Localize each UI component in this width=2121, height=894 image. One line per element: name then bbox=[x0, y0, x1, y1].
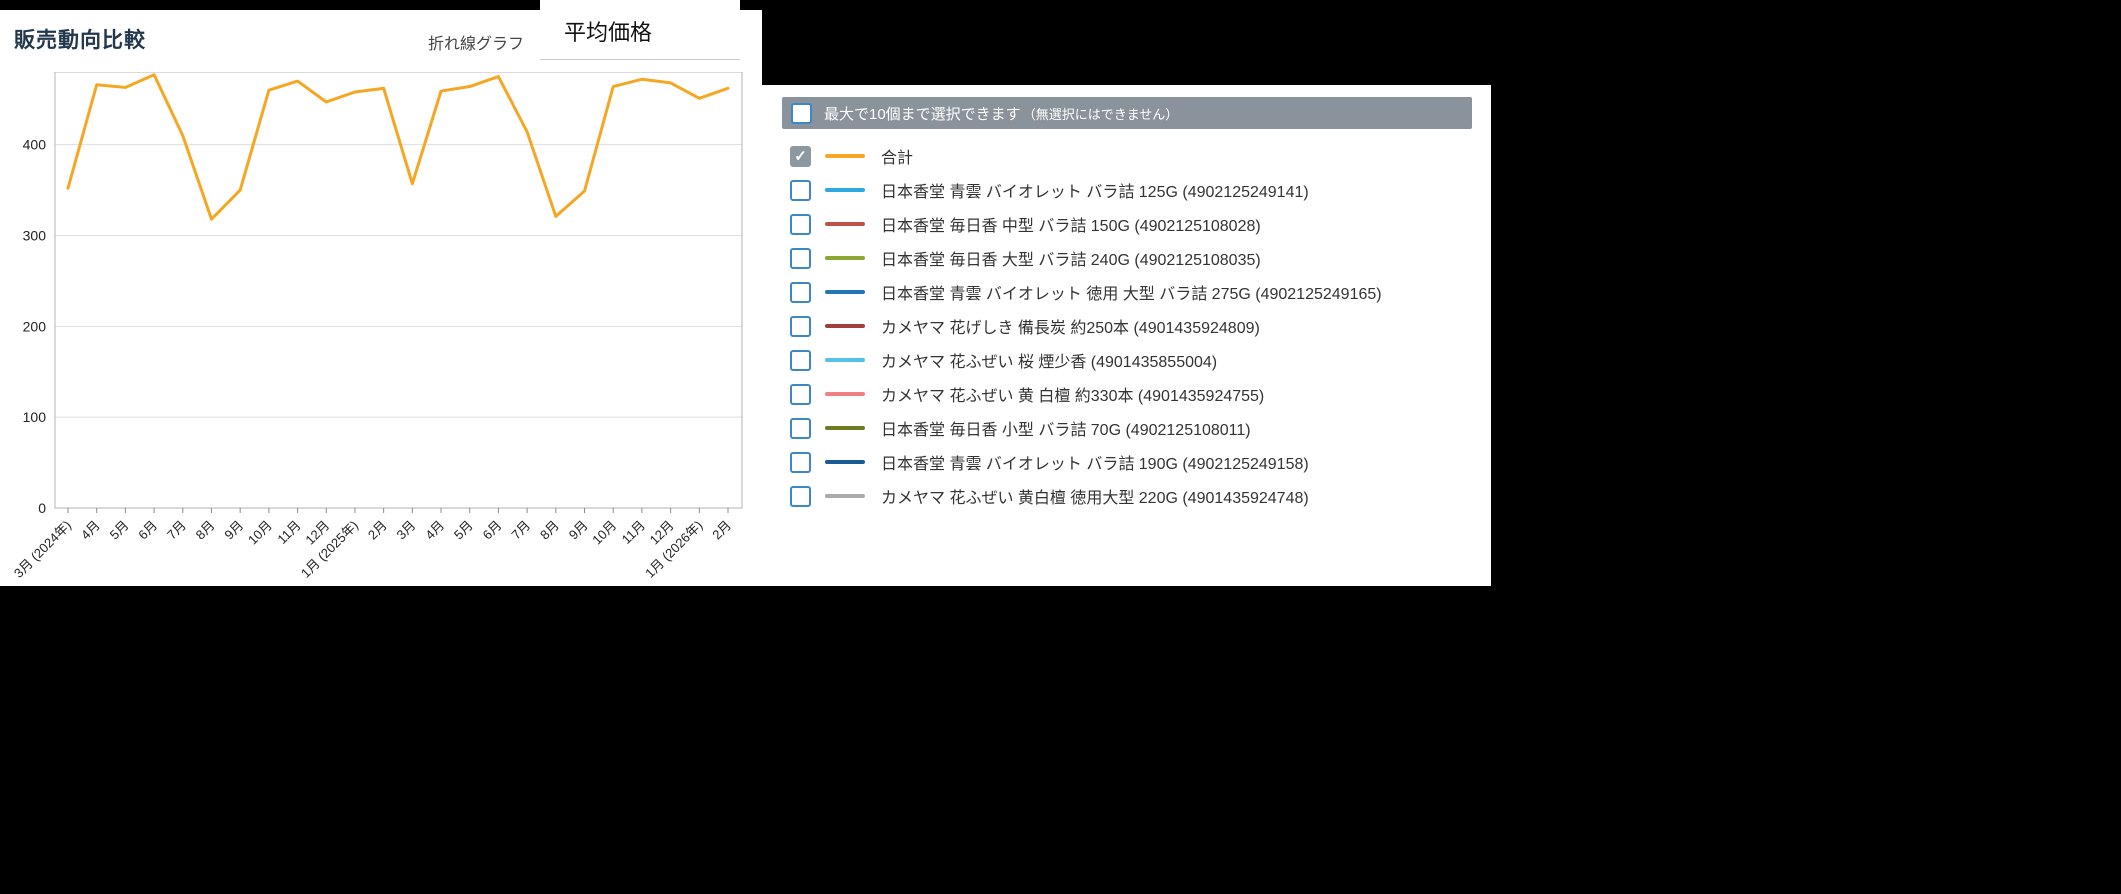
legend-label: 日本香堂 青雲 バイオレット 徳用 大型 バラ詰 275G (490212524… bbox=[881, 286, 1382, 303]
page-title: 販売動向比較 bbox=[14, 29, 146, 52]
series-line-swatch bbox=[825, 188, 865, 192]
selection-notice: 最大で10個まで選択できます （無選択にはできません） bbox=[824, 103, 1178, 124]
series-line-swatch bbox=[825, 324, 865, 328]
legend-item[interactable]: ✓ カメヤマ 花ふぜい 黄白檀 徳用大型 220G (4901435924748… bbox=[762, 479, 1491, 513]
legend-item[interactable]: ✓ 日本香堂 毎日香 大型 バラ詰 240G (4902125108035) bbox=[762, 241, 1491, 275]
x-tick-label: 5月 bbox=[107, 518, 132, 543]
legend-checkbox[interactable]: ✓ bbox=[790, 247, 811, 269]
metric-dropdown[interactable]: 平均価格 bbox=[540, 0, 740, 60]
series-line-swatch bbox=[825, 154, 865, 158]
x-tick-label: 11月 bbox=[619, 518, 648, 547]
legend-checkbox[interactable]: ✓ bbox=[790, 417, 811, 439]
x-tick-label: 8月 bbox=[537, 518, 562, 543]
x-tick-label: 8月 bbox=[193, 518, 218, 543]
x-tick-label: 6月 bbox=[480, 518, 505, 543]
legend-checkbox[interactable]: ✓ bbox=[790, 485, 811, 507]
x-tick-label: 5月 bbox=[451, 518, 476, 543]
selection-notice-sub: （無選択にはできません） bbox=[1022, 106, 1179, 122]
legend-label: カメヤマ 花ふぜい 黄白檀 徳用大型 220G (4901435924748) bbox=[881, 490, 1309, 507]
series-line-swatch bbox=[825, 494, 865, 498]
legend-label: カメヤマ 花ふぜい 黄 白檀 約330本 (4901435924755) bbox=[881, 388, 1265, 405]
chart-type-dropdown[interactable]: 折れ線グラフ bbox=[428, 36, 525, 53]
series-line-swatch bbox=[825, 222, 865, 226]
x-tick-label: 3月 bbox=[394, 518, 419, 543]
select-all-checkbox[interactable]: ✓ bbox=[791, 102, 812, 124]
chart-series-line bbox=[66, 73, 730, 221]
legend-label: 日本香堂 青雲 バイオレット バラ詰 125G (4902125249141) bbox=[881, 184, 1309, 201]
metric-dropdown-value: 平均価格 bbox=[564, 20, 653, 45]
legend-item[interactable]: ✓ カメヤマ 花げしき 備長炭 約250本 (4901435924809) bbox=[762, 309, 1491, 343]
legend-item[interactable]: ✓ 日本香堂 毎日香 中型 バラ詰 150G (4902125108028) bbox=[762, 207, 1491, 241]
legend-label: 日本香堂 毎日香 中型 バラ詰 150G (4902125108028) bbox=[881, 218, 1261, 235]
y-tick-label: 200 bbox=[23, 318, 47, 334]
legend-item[interactable]: ✓ 日本香堂 毎日香 小型 バラ詰 70G (4902125108011) bbox=[762, 411, 1491, 445]
legend-checkbox[interactable]: ✓ bbox=[790, 213, 811, 235]
legend-panel: ✓ 最大で10個まで選択できます（無選択にはできません） ✓ 合計 ✓ 日本香堂… bbox=[762, 85, 1491, 586]
x-tick-label: 4月 bbox=[78, 518, 103, 543]
selection-notice-main: 最大で10個まで選択できます bbox=[824, 105, 1021, 123]
plot-border bbox=[54, 72, 743, 509]
legend-checkbox[interactable]: ✓ bbox=[790, 451, 811, 473]
legend-checkbox[interactable]: ✓ bbox=[790, 281, 811, 303]
legend-checkbox[interactable]: ✓ bbox=[790, 315, 811, 337]
x-tick-label: 6月 bbox=[135, 518, 160, 543]
x-tick-label: 7月 bbox=[164, 518, 189, 543]
legend-header-bar: ✓ 最大で10個まで選択できます（無選択にはできません） bbox=[782, 97, 1472, 129]
series-line-swatch bbox=[825, 256, 865, 260]
legend-checkbox[interactable]: ✓ bbox=[790, 145, 811, 167]
legend-checkbox[interactable]: ✓ bbox=[790, 383, 811, 405]
legend-item[interactable]: ✓ カメヤマ 花ふぜい 黄 白檀 約330本 (4901435924755) bbox=[762, 377, 1491, 411]
legend-label: 合計 bbox=[881, 150, 914, 167]
y-tick-label: 300 bbox=[23, 228, 47, 244]
x-tick-label: 9月 bbox=[566, 518, 591, 543]
legend-label: 日本香堂 毎日香 大型 バラ詰 240G (4902125108035) bbox=[881, 252, 1261, 269]
series-line-swatch bbox=[825, 290, 865, 294]
legend-checkbox[interactable]: ✓ bbox=[790, 179, 811, 201]
legend-item[interactable]: ✓ カメヤマ 花ふぜい 桜 煙少香 (4901435855004) bbox=[762, 343, 1491, 377]
series-line-swatch bbox=[825, 426, 865, 430]
x-tick-label: 4月 bbox=[422, 518, 447, 543]
legend-checkbox[interactable]: ✓ bbox=[790, 349, 811, 371]
y-tick-label: 0 bbox=[38, 500, 46, 516]
x-tick-label: 10月 bbox=[245, 518, 275, 548]
x-tick-label: 10月 bbox=[589, 518, 619, 548]
legend-item[interactable]: ✓ 日本香堂 青雲 バイオレット 徳用 大型 バラ詰 275G (4902125… bbox=[762, 275, 1491, 309]
series-line-swatch bbox=[825, 460, 865, 464]
legend-list: ✓ 合計 ✓ 日本香堂 青雲 バイオレット バラ詰 125G (49021252… bbox=[762, 139, 1491, 513]
legend-label: 日本香堂 青雲 バイオレット バラ詰 190G (4902125249158) bbox=[881, 456, 1309, 473]
chart-panel: 販売動向比較 折れ線グラフ 0 100 200 300 400 3月 (2024年) 4月 5… bbox=[0, 10, 762, 586]
x-tick-label: 7月 bbox=[508, 518, 533, 543]
legend-item[interactable]: ✓ 日本香堂 青雲 バイオレット バラ詰 125G (4902125249141… bbox=[762, 173, 1491, 207]
legend-label: カメヤマ 花げしき 備長炭 約250本 (4901435924809) bbox=[881, 320, 1260, 337]
series-line-swatch bbox=[825, 392, 865, 396]
check-icon: ✓ bbox=[794, 147, 807, 165]
x-tick-label: 2月 bbox=[365, 518, 390, 543]
x-tick-label: 11月 bbox=[274, 518, 303, 547]
x-tick-label: 2月 bbox=[709, 518, 734, 543]
legend-item[interactable]: ✓ 合計 bbox=[762, 139, 1491, 173]
legend-label: カメヤマ 花ふぜい 桜 煙少香 (4901435855004) bbox=[881, 354, 1218, 371]
legend-label: 日本香堂 毎日香 小型 バラ詰 70G (4902125108011) bbox=[881, 422, 1251, 439]
legend-item[interactable]: ✓ 日本香堂 青雲 バイオレット バラ詰 190G (4902125249158… bbox=[762, 445, 1491, 479]
y-tick-label: 400 bbox=[23, 137, 47, 153]
x-tick-label: 3月 (2024年) bbox=[11, 518, 74, 581]
y-tick-label: 100 bbox=[23, 409, 47, 425]
series-line-swatch bbox=[825, 358, 865, 362]
x-tick-label: 9月 bbox=[221, 518, 246, 543]
